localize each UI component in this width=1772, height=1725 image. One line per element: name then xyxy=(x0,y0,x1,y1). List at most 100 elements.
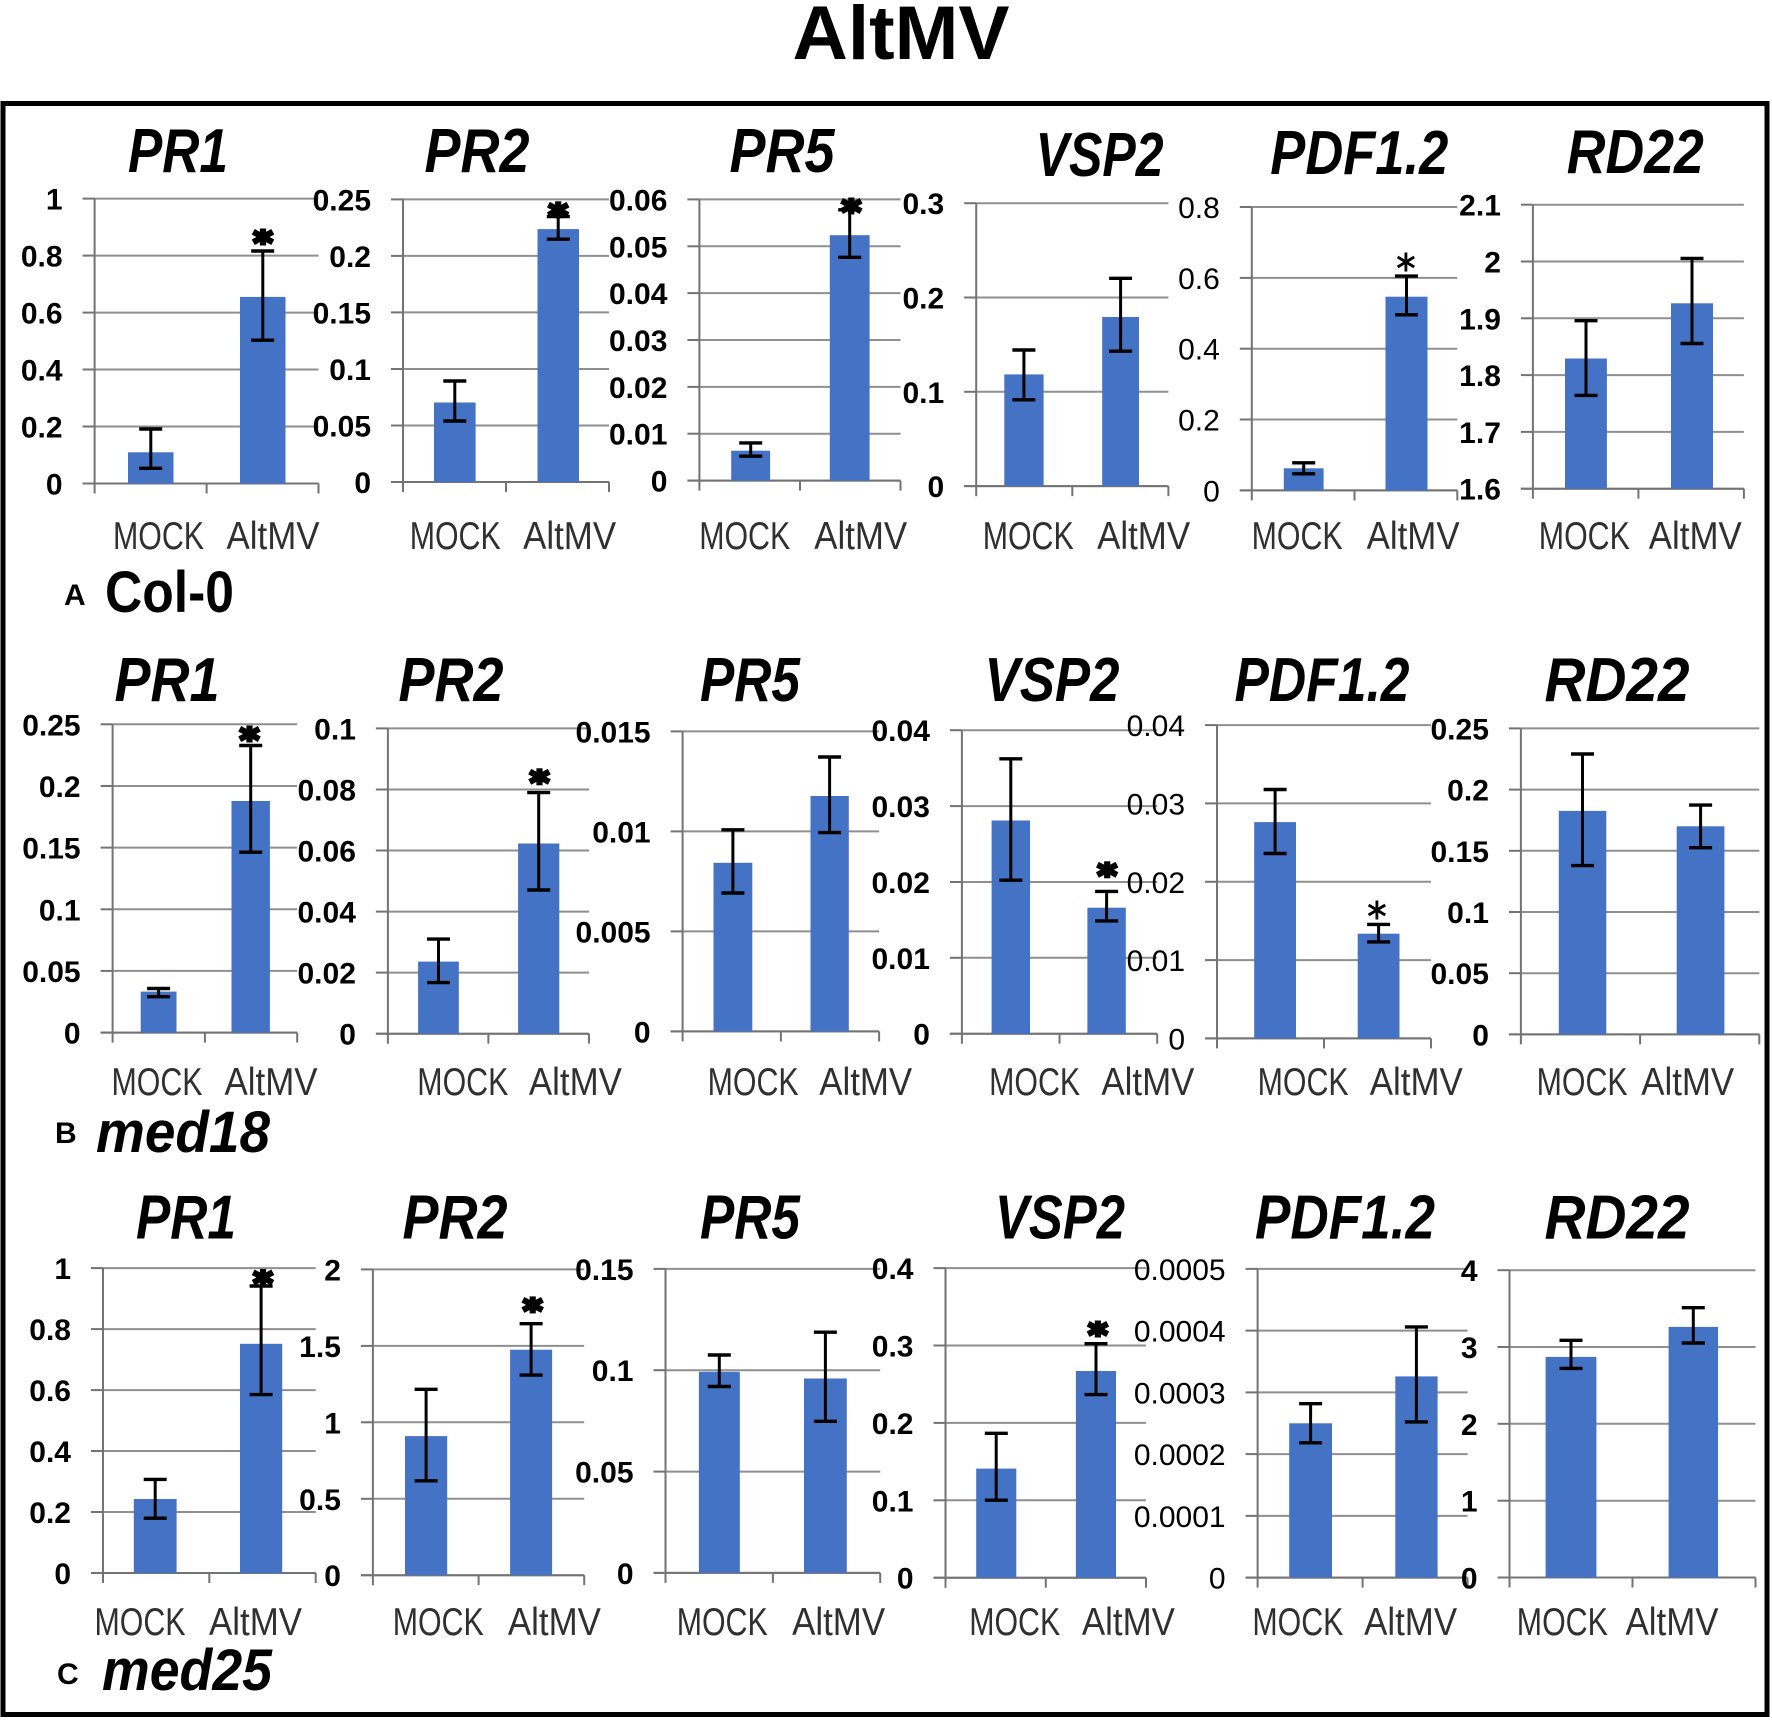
svg-text:0: 0 xyxy=(324,1560,341,1593)
svg-text:PDF1.2: PDF1.2 xyxy=(1235,646,1410,715)
svg-text:PR2: PR2 xyxy=(399,646,504,715)
svg-text:0.2: 0.2 xyxy=(39,771,81,804)
svg-text:0.02: 0.02 xyxy=(872,867,930,900)
svg-text:0.0005: 0.0005 xyxy=(1134,1254,1226,1287)
svg-text:MOCK: MOCK xyxy=(677,1601,768,1644)
svg-text:MOCK: MOCK xyxy=(1252,1601,1343,1644)
svg-text:0.0004: 0.0004 xyxy=(1134,1316,1226,1349)
svg-text:0.5: 0.5 xyxy=(299,1484,341,1517)
svg-text:0.6: 0.6 xyxy=(1178,263,1220,296)
svg-text:0: 0 xyxy=(1168,1023,1185,1056)
svg-text:0.08: 0.08 xyxy=(298,775,356,808)
svg-text:1: 1 xyxy=(54,1253,71,1286)
svg-text:Col-0: Col-0 xyxy=(105,560,234,625)
svg-text:AltMV: AltMV xyxy=(792,1601,885,1644)
svg-text:C: C xyxy=(57,1658,79,1691)
svg-text:0.01: 0.01 xyxy=(872,943,930,976)
svg-text:0.03: 0.03 xyxy=(609,325,667,358)
svg-text:0.05: 0.05 xyxy=(22,956,80,989)
svg-text:0.25: 0.25 xyxy=(22,709,80,742)
svg-text:0.6: 0.6 xyxy=(29,1375,71,1408)
svg-text:0.2: 0.2 xyxy=(29,1497,71,1530)
svg-text:1.5: 1.5 xyxy=(299,1331,341,1364)
svg-text:0.25: 0.25 xyxy=(313,184,371,217)
svg-text:0.02: 0.02 xyxy=(1127,867,1185,900)
svg-text:0.25: 0.25 xyxy=(1431,713,1489,746)
svg-text:AltMV: AltMV xyxy=(225,1061,318,1104)
svg-text:0.005: 0.005 xyxy=(576,916,651,949)
svg-text:0: 0 xyxy=(46,469,63,502)
svg-text:VSP2: VSP2 xyxy=(1036,121,1164,190)
svg-text:0.2: 0.2 xyxy=(872,1408,914,1441)
svg-text:MOCK: MOCK xyxy=(417,1061,508,1104)
svg-text:MOCK: MOCK xyxy=(1537,1061,1628,1104)
svg-text:0.6: 0.6 xyxy=(21,298,63,331)
svg-text:0.1: 0.1 xyxy=(314,713,356,746)
svg-text:2.1: 2.1 xyxy=(1459,190,1501,223)
svg-text:MOCK: MOCK xyxy=(983,515,1074,558)
svg-text:AltMV: AltMV xyxy=(819,1061,912,1104)
svg-text:med18: med18 xyxy=(96,1100,271,1165)
svg-text:0.8: 0.8 xyxy=(21,241,63,274)
svg-text:0.1: 0.1 xyxy=(329,354,371,387)
svg-text:4: 4 xyxy=(1461,1255,1478,1288)
svg-text:1.6: 1.6 xyxy=(1459,474,1501,507)
svg-text:0: 0 xyxy=(928,471,945,504)
svg-text:AltMV: AltMV xyxy=(1082,1601,1175,1644)
svg-text:1.8: 1.8 xyxy=(1459,360,1501,393)
svg-text:0: 0 xyxy=(64,1018,81,1051)
svg-text:MOCK: MOCK xyxy=(112,1061,203,1104)
svg-text:PR1: PR1 xyxy=(136,1184,236,1253)
svg-text:0.0002: 0.0002 xyxy=(1134,1439,1226,1472)
svg-text:0.15: 0.15 xyxy=(313,297,371,330)
svg-text:AltMV: AltMV xyxy=(529,1061,622,1104)
svg-text:MOCK: MOCK xyxy=(95,1601,186,1644)
svg-text:AltMV: AltMV xyxy=(227,515,320,558)
svg-text:0.4: 0.4 xyxy=(872,1253,914,1286)
svg-text:PR2: PR2 xyxy=(403,1184,508,1253)
svg-text:VSP2: VSP2 xyxy=(995,1184,1125,1253)
svg-text:0: 0 xyxy=(1203,475,1220,508)
svg-text:AltMV: AltMV xyxy=(523,515,616,558)
svg-text:0.1: 0.1 xyxy=(902,377,944,410)
svg-text:0: 0 xyxy=(897,1563,914,1596)
svg-text:0: 0 xyxy=(1472,1019,1489,1052)
svg-text:AltMV: AltMV xyxy=(1364,1601,1457,1644)
svg-text:0: 0 xyxy=(339,1019,356,1052)
svg-text:MOCK: MOCK xyxy=(1258,1061,1349,1104)
svg-text:MOCK: MOCK xyxy=(989,1061,1080,1104)
svg-text:2: 2 xyxy=(1484,247,1501,280)
svg-text:0.15: 0.15 xyxy=(575,1254,633,1287)
svg-text:AltMV: AltMV xyxy=(793,0,1010,76)
svg-text:1.9: 1.9 xyxy=(1459,303,1501,336)
svg-text:0.2: 0.2 xyxy=(1447,775,1489,808)
svg-text:PDF1.2: PDF1.2 xyxy=(1255,1184,1435,1253)
svg-text:0.1: 0.1 xyxy=(592,1355,634,1388)
svg-text:MOCK: MOCK xyxy=(1517,1601,1608,1644)
svg-text:0.3: 0.3 xyxy=(902,188,944,221)
svg-text:RD22: RD22 xyxy=(1545,1184,1690,1253)
svg-text:0.01: 0.01 xyxy=(1127,945,1185,978)
svg-text:MOCK: MOCK xyxy=(708,1061,799,1104)
svg-text:1.7: 1.7 xyxy=(1459,417,1501,450)
svg-text:0.8: 0.8 xyxy=(1178,192,1220,225)
svg-text:PR1: PR1 xyxy=(128,117,228,186)
svg-text:0.05: 0.05 xyxy=(575,1457,633,1490)
svg-text:MOCK: MOCK xyxy=(1252,515,1343,558)
svg-text:0.02: 0.02 xyxy=(298,958,356,991)
svg-text:1: 1 xyxy=(1461,1486,1478,1519)
svg-text:med25: med25 xyxy=(102,1638,273,1703)
svg-text:0.04: 0.04 xyxy=(298,897,357,930)
svg-text:0.0001: 0.0001 xyxy=(1134,1501,1226,1534)
svg-text:0.05: 0.05 xyxy=(1431,958,1489,991)
svg-text:AltMV: AltMV xyxy=(814,515,907,558)
svg-text:0.05: 0.05 xyxy=(609,231,667,264)
svg-text:0.05: 0.05 xyxy=(313,411,371,444)
svg-text:0.4: 0.4 xyxy=(29,1436,71,1469)
svg-text:0.15: 0.15 xyxy=(1431,836,1489,869)
svg-text:0.03: 0.03 xyxy=(872,791,930,824)
svg-text:2: 2 xyxy=(324,1254,341,1287)
svg-text:0.1: 0.1 xyxy=(39,894,81,927)
svg-text:VSP2: VSP2 xyxy=(985,646,1120,715)
svg-text:0: 0 xyxy=(913,1019,930,1052)
